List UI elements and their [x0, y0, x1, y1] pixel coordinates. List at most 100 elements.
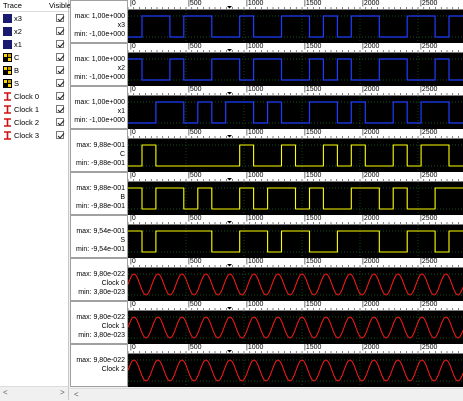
plot-scale-label: max: 1,00e+000 x1 min: -1,00e+000	[70, 86, 128, 129]
waveform-horizontal-scrollbar[interactable]: <	[70, 388, 463, 401]
plot-max-text: max: 1,00e+000	[74, 99, 125, 106]
waveform-plot-clock-2[interactable]	[127, 354, 463, 387]
ruler-tick-label: |1000	[246, 129, 264, 136]
waveform-plot-c[interactable]	[127, 139, 463, 172]
time-ruler[interactable]: |0 |500 |1000 |1500 |2000 |2500	[128, 215, 463, 225]
ruler-tick-label: |1500	[304, 129, 322, 136]
time-ruler[interactable]: |0 |500 |1000 |1500 |2000 |2500	[128, 43, 463, 53]
waveform-plot-s[interactable]	[127, 225, 463, 258]
trace-row[interactable]: Clock 1	[0, 104, 68, 115]
plot-min-text: min: -9,54e-001	[75, 246, 125, 253]
plot-max-text: max: 9,88e-001	[76, 142, 125, 149]
waveform-plot-clock-0[interactable]	[127, 268, 463, 301]
digital-trace-icon	[3, 14, 12, 23]
trace-row[interactable]: x3	[0, 13, 68, 24]
plot-name-text: x3	[117, 22, 125, 29]
ruler-tick-label: |1000	[246, 344, 264, 351]
plot-max-text: max: 1,00e+000	[74, 13, 125, 20]
plot-max-text: max: 9,88e-001	[76, 185, 125, 192]
trace-column-header[interactable]: Trace	[3, 1, 22, 10]
ruler-tick-label: |1500	[304, 0, 322, 7]
visible-checkbox[interactable]	[56, 105, 65, 113]
ruler-tick-label: |1500	[304, 258, 322, 265]
ruler-tick-label: |1500	[304, 43, 322, 50]
trace-row[interactable]: S	[0, 78, 68, 89]
trace-list-scrollbar[interactable]: < >	[0, 386, 68, 400]
plot-scale-label: max: 9,80e-022 Clock 1 min: 3,80e-023	[70, 301, 128, 344]
visible-checkbox[interactable]	[56, 118, 65, 126]
ruler-tick-label: |1500	[304, 172, 322, 179]
time-ruler[interactable]: |0 |500 |1000 |1500 |2000 |2500	[128, 258, 463, 268]
ruler-tick-label: |2500	[420, 172, 438, 179]
visible-checkbox[interactable]	[56, 53, 65, 61]
waveform-plot-x3[interactable]	[127, 10, 463, 43]
time-ruler[interactable]: |0 |500 |1000 |1500 |2000 |2500	[128, 0, 463, 10]
plot-name-text: x2	[117, 65, 125, 72]
visible-checkbox[interactable]	[56, 66, 65, 74]
waveform-scroll-left-arrow[interactable]: <	[74, 390, 79, 399]
ruler-tick-label: |0	[130, 86, 136, 93]
plot-name-text: Clock 0	[101, 280, 125, 287]
ruler-tick-label: |1500	[304, 86, 322, 93]
analog-bus-icon	[3, 53, 12, 62]
ruler-tick-label: |1000	[246, 43, 264, 50]
ruler-tick-label: |2500	[420, 344, 438, 351]
waveform-plot-x2[interactable]	[127, 53, 463, 86]
waveform-plot-clock-1[interactable]	[127, 311, 463, 344]
waveform-plot-b[interactable]	[127, 182, 463, 215]
ruler-tick-label: |0	[130, 215, 136, 222]
ruler-tick-label: |2500	[420, 215, 438, 222]
time-ruler[interactable]: |0 |500 |1000 |1500 |2000 |2500	[128, 129, 463, 139]
time-ruler[interactable]: |0 |500 |1000 |1500 |2000 |2500	[128, 344, 463, 354]
scroll-left-arrow[interactable]: <	[3, 388, 8, 397]
time-ruler[interactable]: |0 |500 |1000 |1500 |2000 |2500	[128, 172, 463, 182]
trace-label: Clock 1	[14, 105, 40, 114]
ruler-tick-label: |0	[130, 344, 136, 351]
plot-name-text: x1	[117, 108, 125, 115]
ruler-tick-label: |2000	[362, 129, 380, 136]
ruler-tick-label: |0	[130, 43, 136, 50]
ruler-tick-label: |0	[130, 301, 136, 308]
trace-row[interactable]: C	[0, 52, 68, 63]
waveform-plot-x1[interactable]	[127, 96, 463, 129]
ruler-tick-label: |1500	[304, 344, 322, 351]
plot-scale-label: max: 9,80e-022 Clock 0 min: 3,80e-023	[70, 258, 128, 301]
visible-checkbox[interactable]	[56, 40, 65, 48]
plot-max-text: max: 9,80e-022	[76, 271, 125, 278]
time-ruler[interactable]: |0 |500 |1000 |1500 |2000 |2500	[128, 301, 463, 311]
trace-row[interactable]: B	[0, 65, 68, 76]
trace-row[interactable]: Clock 2	[0, 117, 68, 128]
visible-checkbox[interactable]	[56, 92, 65, 100]
analog-bus-icon	[3, 79, 12, 88]
ruler-tick-label: |1000	[246, 86, 264, 93]
ruler-tick-label: |500	[188, 129, 202, 136]
plot-scale-label: max: 9,80e-022 Clock 2	[70, 344, 128, 387]
plot-min-text: min: -1,00e+000	[74, 74, 125, 81]
plot-max-text: max: 9,80e-022	[76, 314, 125, 321]
ruler-tick-label: |0	[130, 0, 136, 7]
visible-checkbox[interactable]	[56, 14, 65, 22]
scroll-right-arrow[interactable]: >	[60, 388, 65, 397]
trace-label: S	[14, 79, 20, 88]
ruler-tick-label: |500	[188, 43, 202, 50]
trace-label: x1	[14, 40, 22, 49]
time-ruler[interactable]: |0 |500 |1000 |1500 |2000 |2500	[128, 86, 463, 96]
ruler-tick-label: |0	[130, 129, 136, 136]
ruler-tick-label: |1000	[246, 215, 264, 222]
trace-row[interactable]: x2	[0, 26, 68, 37]
plot-name-text: C	[119, 151, 125, 158]
trace-row[interactable]: Clock 3	[0, 130, 68, 141]
visible-checkbox[interactable]	[56, 27, 65, 35]
trace-label: B	[14, 66, 20, 75]
trace-row[interactable]: x1	[0, 39, 68, 50]
visible-checkbox[interactable]	[56, 131, 65, 139]
trace-row[interactable]: Clock 0	[0, 91, 68, 102]
plot-min-text: min: -9,88e-001	[75, 203, 125, 210]
visible-column-header[interactable]: Visible	[49, 1, 71, 10]
ruler-tick-label: |500	[188, 86, 202, 93]
ruler-tick-label: |2000	[362, 344, 380, 351]
plot-min-text: min: -1,00e+000	[74, 117, 125, 124]
visible-checkbox[interactable]	[56, 79, 65, 87]
